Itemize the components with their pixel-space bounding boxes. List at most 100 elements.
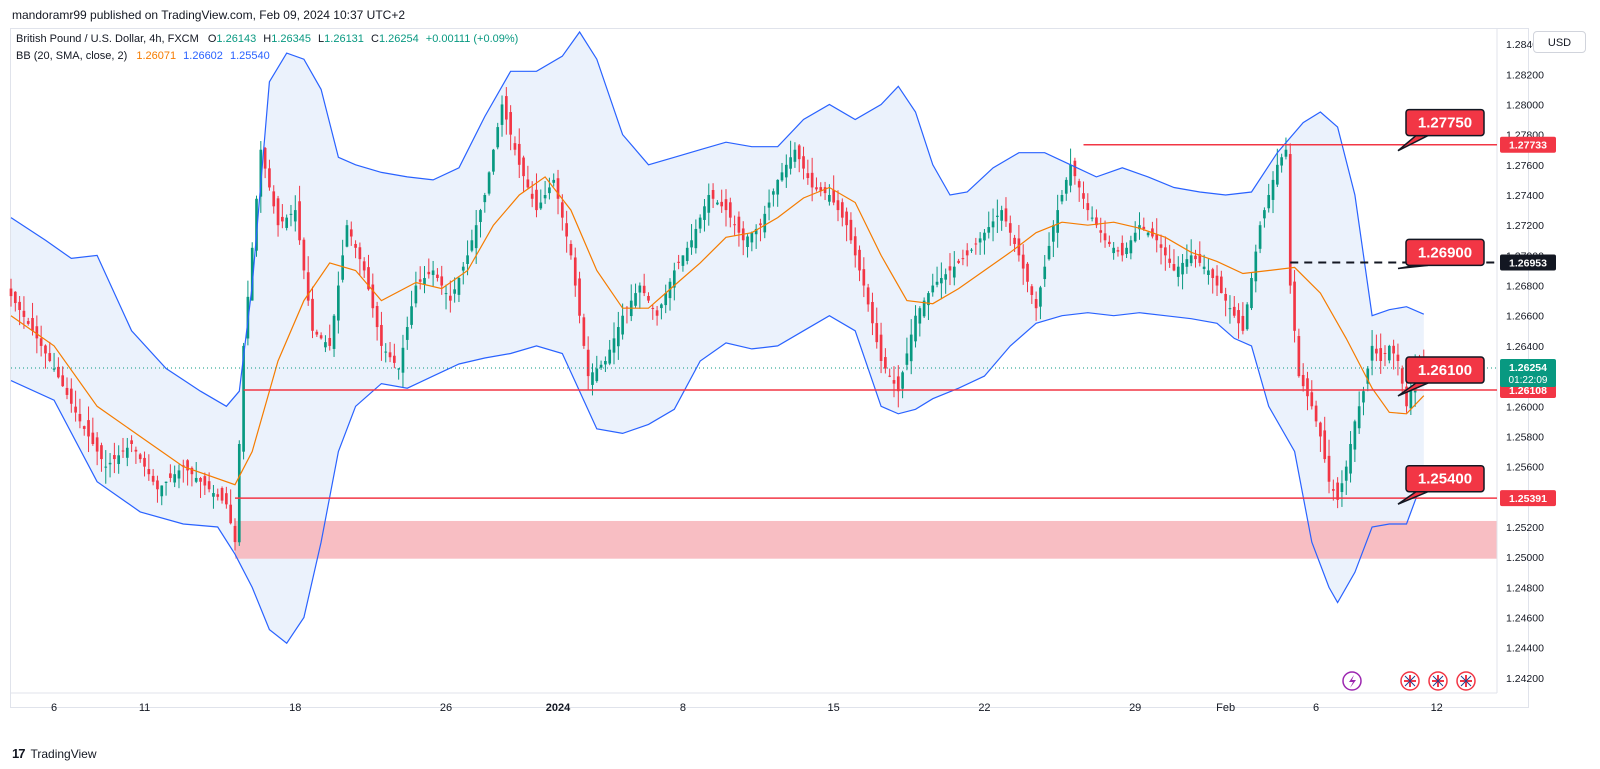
candle-body [1021,254,1025,269]
candle-body [685,247,689,261]
candle-body [802,156,805,169]
candle-body [1207,270,1210,276]
candle-body [440,276,444,286]
callout-pointer [1397,134,1429,152]
candle-body [810,172,814,188]
candle-body [1103,233,1107,241]
price-tick-label: 1.24800 [1506,582,1544,594]
candle-body [1297,336,1301,377]
candle-body [828,195,831,202]
candle-body [922,300,926,317]
candle-body [806,173,810,179]
candle-body [595,368,599,382]
candle-body [483,195,487,203]
callout-box[interactable] [1405,356,1485,384]
candle-body [293,210,297,222]
candle-body [905,353,909,365]
candle-body [1293,281,1296,331]
callout-box[interactable] [1405,238,1485,267]
callout-box[interactable] [1405,108,1485,137]
candle-body [52,368,56,370]
candle-body [750,232,754,243]
candle-body [1271,179,1275,200]
candle-body [1047,245,1051,260]
candle-body [634,293,637,306]
candle-body [1327,455,1331,482]
open-value: 1.26143 [216,33,257,45]
candle-body [884,357,887,369]
candle-body [737,216,741,233]
candle-body [716,202,719,205]
candle-body [983,232,986,241]
footer-brand: 17 TradingView [12,746,97,761]
candle-body [410,306,413,325]
candle-body [367,267,370,290]
candle-body [940,278,943,284]
candle-body [573,257,577,286]
candle-body [1405,386,1408,407]
candle-body [1172,264,1176,271]
candle-body [935,281,939,285]
price-tick-label: 1.25600 [1506,462,1544,474]
open-label: O [207,33,217,45]
bb-legend: BB (20, SMA, close, 2) 1.26071 1.26602 1… [16,50,270,62]
candle-body [927,293,930,306]
candle-body [1340,483,1344,493]
candle-body [479,210,482,223]
candle-body [324,342,327,348]
candle-body [703,206,706,220]
candle-body [931,285,935,293]
candle-body [113,455,116,460]
callout-box[interactable] [1405,464,1485,493]
candle-body [380,324,383,346]
candle-body [285,217,288,228]
candle-body [1194,255,1197,260]
candle-body [289,213,293,215]
candle-body [733,224,736,226]
level-price-tag [1500,254,1556,271]
candle-body [1198,253,1202,263]
candle-body [298,201,301,241]
current-price-text: 1.26254 [1509,362,1547,374]
candle-body [1267,195,1271,209]
candle-body [974,243,978,245]
time-tick-label: 29 [1129,702,1141,714]
candle-body [212,493,215,497]
candle-body [961,258,965,260]
flag-diag [1460,675,1472,687]
candle-body [401,347,405,373]
candle-body [100,445,103,460]
bb-indicator-label[interactable]: BB (20, SMA, close, 2) [16,50,128,62]
candle-body [151,475,155,482]
candle-body [281,216,284,222]
candle-body [539,202,543,209]
candle-body [879,334,883,361]
candle-body [1254,251,1258,282]
candle-body [220,488,224,501]
candle-body [767,202,771,208]
symbol-title[interactable]: British Pound / U.S. Dollar, 4h, FXCM [16,33,199,45]
candle-body [143,457,146,467]
candle-body [1064,179,1068,194]
candle-body [797,145,801,160]
candle-body [1379,348,1383,361]
price-tick-label: 1.27400 [1506,190,1544,202]
candle-body [1250,278,1253,309]
candle-body [259,149,263,197]
flag-diag [1432,675,1444,687]
candle-body [125,447,129,458]
currency-button[interactable]: USD [1533,31,1586,53]
candle-body [457,278,461,295]
candle-body [853,236,857,256]
time-tick-label: 26 [440,702,452,714]
bb-lower-value: 1.25540 [229,50,270,62]
high-label: H [263,33,272,45]
candle-body [724,199,728,211]
candle-body [556,178,560,199]
candle-body [763,213,767,233]
candle-body [896,376,900,392]
candle-body [216,494,220,497]
bb-basis-line [10,176,1425,486]
candle-body [371,284,375,309]
